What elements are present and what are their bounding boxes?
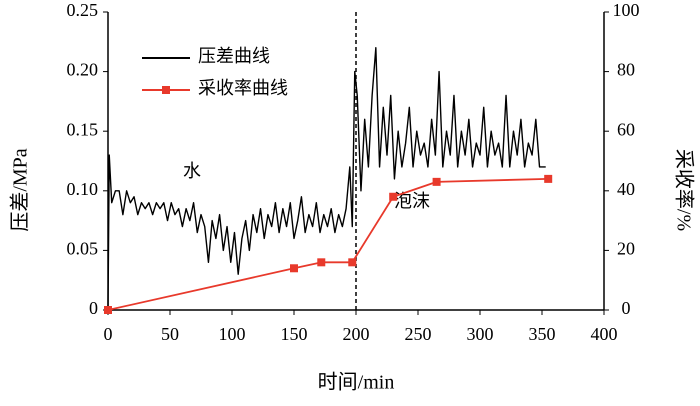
y2-tick-label: 0: [622, 298, 631, 318]
x-tick-label: 400: [591, 324, 618, 344]
legend-label: 压差曲线: [198, 46, 270, 66]
data-point: [389, 192, 398, 201]
data-line: [107, 177, 549, 311]
x-tick-label: 200: [343, 324, 370, 344]
data-point: [290, 264, 298, 273]
y2-tick-label: 20: [617, 239, 635, 259]
data-point: [432, 177, 441, 186]
y2-tick-label: 60: [617, 119, 635, 139]
y-tick-label: 0.10: [67, 179, 99, 199]
data-point: [104, 306, 112, 314]
data-point: [544, 174, 553, 183]
x-tick-label: 50: [161, 324, 179, 344]
y-tick-label: 0.20: [67, 60, 99, 80]
data-line: [107, 47, 546, 311]
x-axis-label: 时间/min: [318, 371, 395, 394]
x-tick-label: 0: [104, 324, 113, 344]
y-tick-label: 0.15: [67, 119, 99, 139]
x-tick-label: 350: [529, 324, 556, 344]
x-tick-label: 300: [467, 324, 494, 344]
y-axis-label: 压差/MPa: [9, 148, 32, 231]
legend-marker: [162, 86, 170, 94]
y2-axis-label: 采收率/%: [672, 149, 695, 231]
annotation: 泡沫: [394, 191, 430, 211]
x-tick-label: 100: [219, 324, 246, 344]
legend-label: 采收率曲线: [198, 78, 288, 98]
y2-tick-label: 80: [617, 60, 635, 80]
data-point: [317, 258, 326, 267]
y-tick-label: 0.25: [67, 0, 99, 20]
y2-tick-label: 40: [617, 179, 635, 199]
x-tick-label: 250: [405, 324, 432, 344]
y2-tick-label: 100: [613, 0, 640, 20]
data-point: [348, 258, 357, 267]
y-tick-label: 0: [89, 298, 98, 318]
y-tick-label: 0.05: [67, 239, 99, 259]
annotation: 水: [183, 161, 201, 181]
x-tick-label: 150: [281, 324, 308, 344]
